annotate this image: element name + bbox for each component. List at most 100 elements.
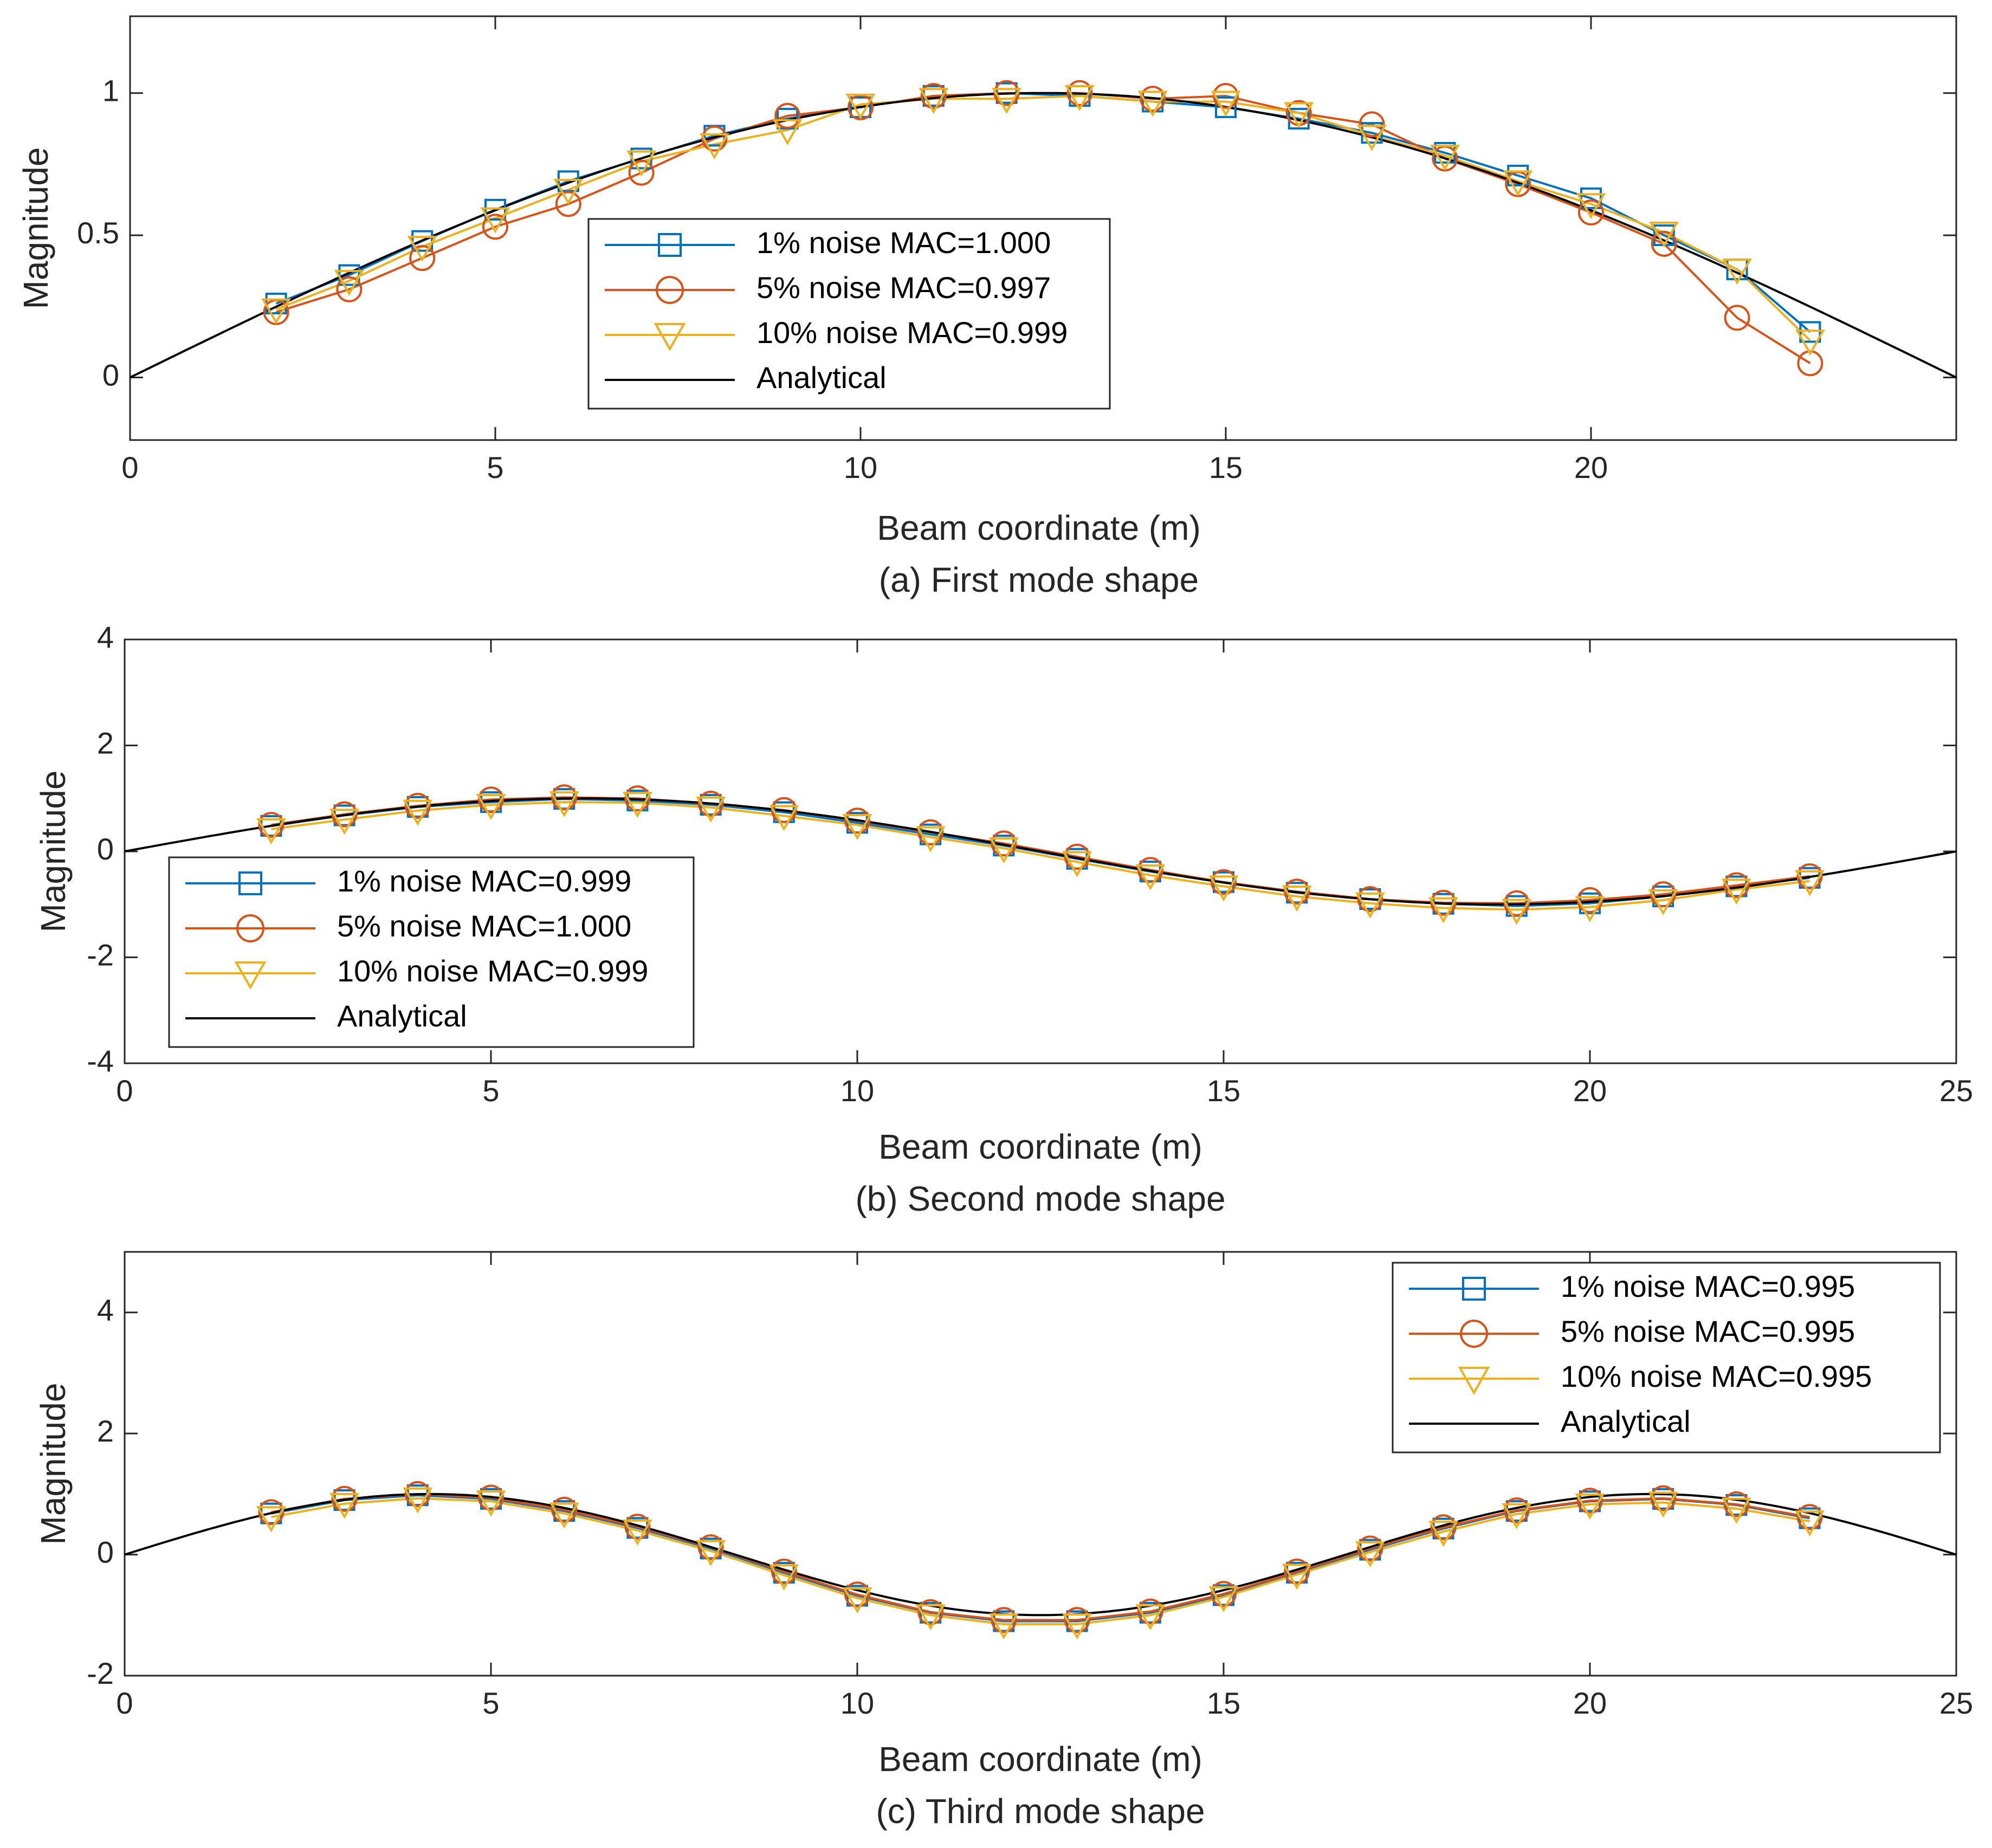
marker-circle <box>1064 843 1090 870</box>
y-tick-label: -2 <box>87 938 114 972</box>
marker-triangle <box>1428 897 1459 923</box>
marker-triangle <box>1795 870 1825 896</box>
legend-marker-triangle <box>654 323 686 352</box>
marker-triangle <box>1502 899 1532 925</box>
legend-marker-square <box>238 871 262 895</box>
plot-content-b <box>124 638 1957 1064</box>
y-tick-label: 2 <box>97 1414 114 1448</box>
x-tick-label: 25 <box>1939 1686 1973 1720</box>
marker-circle <box>1066 80 1093 106</box>
legend-label: 5% noise MAC=1.000 <box>337 909 631 943</box>
legend-marker-circle <box>656 276 684 304</box>
marker-triangle <box>1795 1510 1825 1537</box>
marker-triangle <box>1208 875 1239 902</box>
marker-circle <box>1137 1598 1163 1625</box>
marker-triangle <box>1062 1613 1092 1640</box>
x-tick-label: 0 <box>116 1074 133 1108</box>
marker-circle <box>409 245 436 272</box>
legend-label: 5% noise MAC=0.997 <box>756 270 1051 305</box>
marker-circle <box>478 786 504 813</box>
marker-triangle <box>1722 259 1752 285</box>
marker-triangle <box>696 1540 726 1566</box>
legend-entry-analytical: Analytical <box>605 360 887 395</box>
y-axis-label-b: Magnitude <box>34 771 73 933</box>
marker-circle <box>1578 199 1604 226</box>
marker-circle <box>1357 1535 1383 1562</box>
marker-circle <box>1140 86 1166 112</box>
marker-circle <box>1577 1488 1603 1514</box>
marker-triangle <box>329 809 360 835</box>
legend-b: 1% noise MAC=0.999 5% noise MAC=1.000 10… <box>168 856 695 1048</box>
marker-circle <box>920 82 947 109</box>
marker-circle <box>331 801 358 828</box>
caption-b: (b) Second mode shape <box>855 1179 1225 1218</box>
marker-triangle <box>1355 892 1385 919</box>
marker-triangle <box>919 88 949 114</box>
y-tick-label: 0.5 <box>77 216 119 250</box>
legend-label: Analytical <box>337 999 467 1033</box>
marker-triangle <box>1211 91 1241 117</box>
marker-circle <box>404 792 431 819</box>
y-tick-label: 4 <box>97 620 114 654</box>
marker-triangle <box>622 1519 652 1546</box>
x-tick-label: 20 <box>1574 450 1608 484</box>
y-tick-label: 1 <box>102 74 119 108</box>
marker-triangle <box>403 799 433 826</box>
marker-circle <box>697 791 724 817</box>
panel-a: 1% noise MAC=1.000 5% noise MAC=0.997 10… <box>16 15 1957 599</box>
y-axis-label-a: Magnitude <box>16 147 55 309</box>
marker-triangle <box>1282 886 1312 912</box>
marker-circle <box>1357 886 1383 912</box>
marker-triangle <box>1428 1521 1459 1547</box>
x-axis-label-b: Beam coordinate (m) <box>878 1127 1202 1166</box>
marker-circle <box>917 819 944 845</box>
caption-c: (c) Third mode shape <box>876 1792 1205 1831</box>
marker-circle <box>336 276 363 302</box>
marker-square <box>1799 321 1821 343</box>
legend-box <box>168 856 695 1048</box>
legend-label: 1% noise MAC=0.995 <box>1561 1269 1855 1303</box>
legend-a: 1% noise MAC=1.000 5% noise MAC=0.997 10… <box>587 218 1111 410</box>
marker-triangle <box>1430 145 1460 171</box>
marker-triangle <box>1721 1497 1751 1524</box>
marker-triangle <box>622 792 652 818</box>
marker-triangle <box>1357 125 1387 151</box>
legend-entry-noise5: 5% noise MAC=0.997 <box>605 270 1051 305</box>
x-axis-label-c: Beam coordinate (m) <box>878 1740 1202 1779</box>
legend-label: 10% noise MAC=0.999 <box>337 954 648 988</box>
x-tick-label: 5 <box>487 450 503 484</box>
marker-circle <box>1503 1497 1530 1524</box>
marker-circle <box>1284 878 1310 905</box>
marker-triangle <box>1648 1491 1678 1518</box>
legend-entry-noise5: 5% noise MAC=1.000 <box>185 909 631 943</box>
marker-triangle <box>1649 221 1679 248</box>
x-tick-label: 15 <box>1209 450 1243 484</box>
legend-box <box>587 218 1111 410</box>
series-line-3 <box>275 94 1811 341</box>
y-tick-label: 4 <box>97 1293 114 1327</box>
marker-circle <box>628 159 655 186</box>
marker-triangle <box>1064 85 1095 111</box>
marker-triangle <box>769 1564 799 1591</box>
marker-circle <box>258 1499 284 1526</box>
marker-circle <box>771 1558 797 1585</box>
marker-triangle <box>1648 889 1678 915</box>
y-tick-label: -4 <box>87 1044 114 1078</box>
legend-label: 10% noise MAC=0.999 <box>756 315 1068 350</box>
marker-triangle <box>476 1490 506 1517</box>
marker-triangle <box>549 1502 579 1529</box>
marker-triangle <box>553 179 584 205</box>
y-tick-label: 2 <box>97 726 114 760</box>
x-tick-label: 15 <box>1207 1074 1240 1108</box>
marker-triangle <box>476 793 506 820</box>
marker-square <box>1215 96 1237 118</box>
y-tick-label: -2 <box>87 1656 114 1690</box>
legend-entry-noise5: 5% noise MAC=0.995 <box>1409 1314 1855 1348</box>
panel-c: 1% noise MAC=0.995 5% noise MAC=0.995 10… <box>34 1251 1973 1831</box>
legend-marker-square <box>658 233 682 257</box>
marker-circle <box>1211 1581 1237 1607</box>
marker-triangle <box>696 796 726 823</box>
marker-circle <box>1137 857 1163 883</box>
legend-marker-triangle <box>234 961 267 990</box>
marker-circle <box>258 812 284 838</box>
